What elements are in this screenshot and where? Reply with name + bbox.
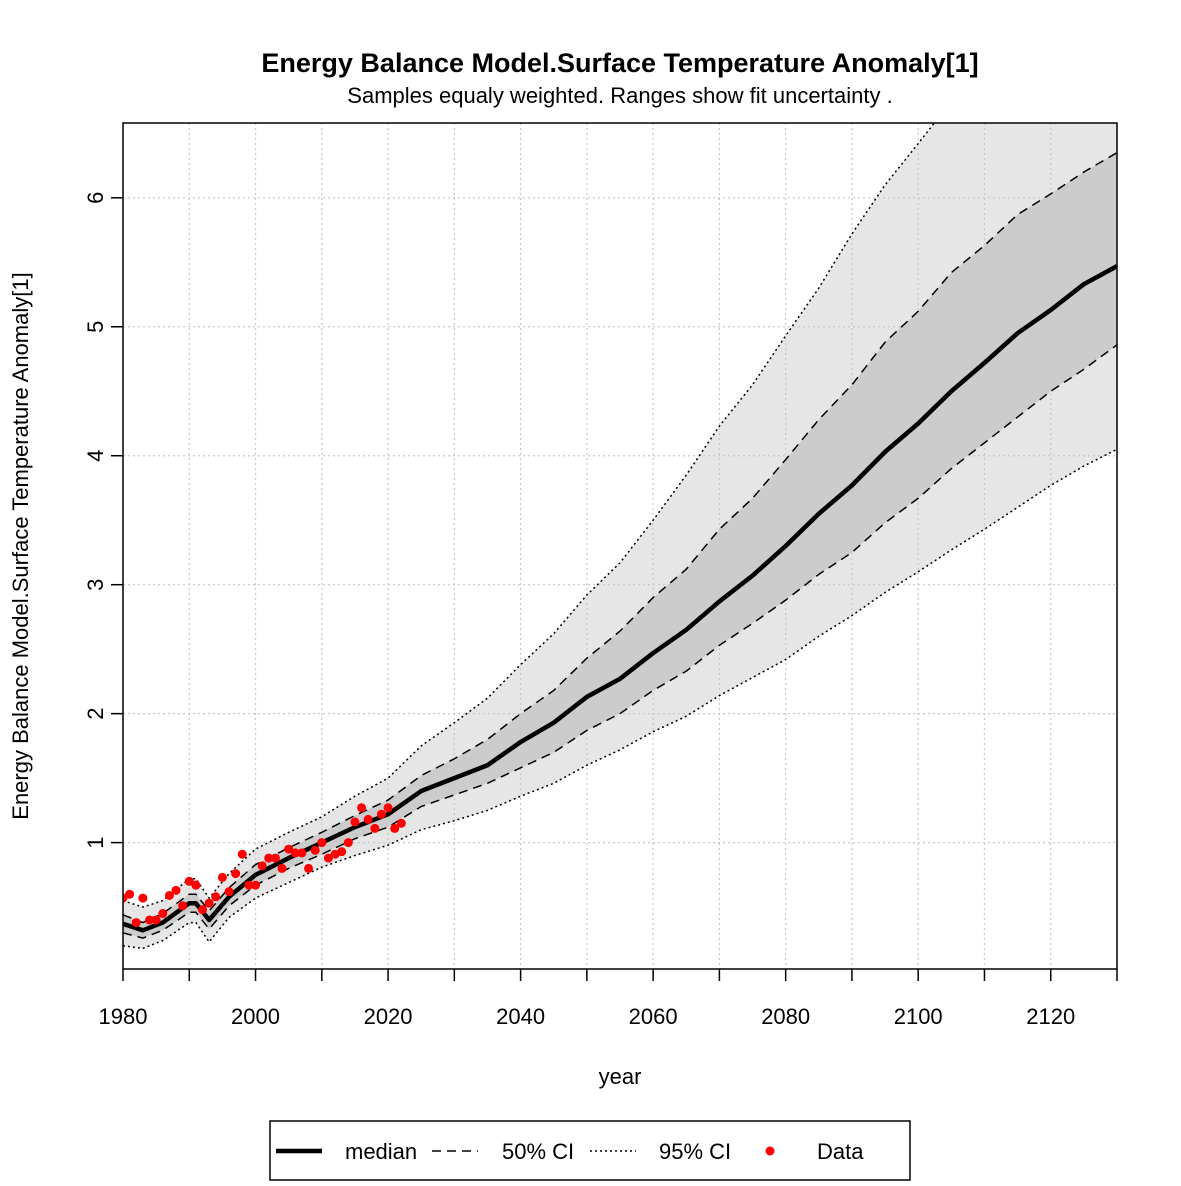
y-tick-label: 4 bbox=[83, 450, 108, 462]
data-point bbox=[145, 915, 155, 925]
data-point bbox=[370, 823, 380, 833]
y-tick-label: 2 bbox=[83, 708, 108, 720]
data-point bbox=[191, 880, 201, 890]
data-point bbox=[164, 890, 174, 900]
plot-frame bbox=[122, 122, 1118, 970]
legend-swatch bbox=[765, 1146, 775, 1156]
data-point bbox=[310, 845, 320, 855]
data-point bbox=[138, 893, 148, 903]
data-point bbox=[284, 844, 294, 854]
y-tick-label: 6 bbox=[83, 192, 108, 204]
data-point bbox=[343, 838, 353, 848]
data-point bbox=[297, 848, 307, 858]
data-point bbox=[237, 849, 247, 859]
data-point bbox=[244, 880, 254, 890]
data-point bbox=[184, 876, 194, 886]
data-point bbox=[270, 853, 280, 863]
data-point bbox=[277, 863, 287, 873]
chart-subtitle: Samples equaly weighted. Ranges show fit… bbox=[347, 83, 892, 108]
ci-line bbox=[123, 448, 1117, 950]
x-tick-label: 2120 bbox=[1026, 1004, 1075, 1029]
data-point bbox=[217, 872, 227, 882]
data-point bbox=[198, 905, 208, 915]
x-tick-label: 1980 bbox=[99, 1004, 148, 1029]
data-point bbox=[231, 869, 241, 879]
data-point bbox=[257, 861, 267, 871]
data-point bbox=[304, 863, 314, 873]
data-point bbox=[390, 823, 400, 833]
data-point bbox=[251, 880, 261, 890]
data-point bbox=[151, 915, 161, 925]
plot-area bbox=[123, 123, 1117, 969]
x-tick-label: 2040 bbox=[496, 1004, 545, 1029]
data-point bbox=[264, 853, 274, 863]
legend: median 50% CI 95% CI Data bbox=[276, 1139, 864, 1164]
data-point bbox=[125, 889, 135, 899]
x-tick-label: 2020 bbox=[364, 1004, 413, 1029]
data-point bbox=[350, 817, 360, 827]
ci-line bbox=[123, 344, 1117, 939]
ci-band bbox=[123, 123, 1117, 949]
ci-band bbox=[123, 152, 1117, 939]
data-point bbox=[396, 818, 406, 828]
data-point bbox=[178, 901, 188, 911]
legend-label: median bbox=[345, 1139, 417, 1164]
data-point bbox=[376, 809, 386, 819]
data-point bbox=[337, 847, 347, 857]
x-tick-label: 2080 bbox=[761, 1004, 810, 1029]
legend-label: 50% CI bbox=[502, 1139, 574, 1164]
y-axis-label: Energy Balance Model.Surface Temperature… bbox=[8, 272, 33, 819]
legend-box bbox=[269, 1120, 911, 1181]
data-point bbox=[131, 918, 141, 928]
legend-label: Data bbox=[817, 1139, 864, 1164]
data-point bbox=[323, 853, 333, 863]
ci-line bbox=[123, 152, 1117, 924]
data-point bbox=[383, 803, 393, 813]
ci-line bbox=[123, 123, 936, 908]
x-tick-label: 2000 bbox=[231, 1004, 280, 1029]
data-point bbox=[290, 848, 300, 858]
data-point bbox=[204, 898, 214, 908]
x-tick-label: 2060 bbox=[629, 1004, 678, 1029]
data-point bbox=[317, 838, 327, 848]
data-point bbox=[171, 885, 181, 895]
x-axis-label: year bbox=[599, 1064, 642, 1089]
y-tick-label: 3 bbox=[83, 579, 108, 591]
y-tick-label: 1 bbox=[83, 836, 108, 848]
data-point bbox=[211, 892, 221, 902]
median-line bbox=[123, 264, 1117, 933]
axes: 1 2 3 4 5 6 1980 2000 2020 2040 2060 2080 2100 2120 bbox=[83, 122, 1118, 1029]
data-point bbox=[224, 887, 234, 897]
data-point bbox=[158, 909, 168, 919]
x-tick-label: 2100 bbox=[894, 1004, 943, 1029]
y-tick-label: 5 bbox=[83, 321, 108, 333]
legend-label: 95% CI bbox=[659, 1139, 731, 1164]
data-point bbox=[357, 803, 367, 813]
data-point bbox=[363, 814, 373, 824]
chart-title: Energy Balance Model.Surface Temperature… bbox=[261, 48, 978, 78]
